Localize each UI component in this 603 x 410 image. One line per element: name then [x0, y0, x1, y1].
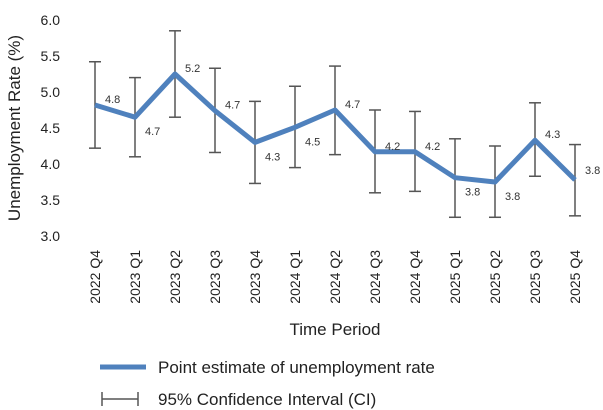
data-label: 4.7: [225, 100, 240, 112]
data-label: 3.8: [465, 187, 480, 199]
x-tick-label: 2025 Q3: [527, 250, 543, 304]
confidence-intervals: [89, 30, 581, 219]
ci-errorbar: [569, 143, 581, 217]
x-tick-label: 2023 Q1: [127, 250, 143, 304]
data-label: 4.3: [265, 151, 280, 163]
x-tick-label: 2024 Q4: [407, 250, 423, 304]
x-tick-label: 2024 Q1: [287, 250, 303, 304]
x-tick-label: 2025 Q4: [567, 250, 583, 304]
y-tick-label: 3.5: [41, 192, 61, 208]
x-tick-label: 2023 Q2: [167, 250, 183, 304]
y-axis-ticks: 3.0 3.5 4.0 4.5 5.0 5.5 6.0: [41, 12, 61, 244]
y-axis-title: Unemployment Rate (%): [5, 35, 24, 221]
x-axis-title: Time Period: [289, 320, 380, 339]
x-tick-label: 2024 Q3: [367, 250, 383, 304]
y-tick-label: 4.0: [41, 156, 61, 172]
x-tick-label: 2023 Q4: [247, 250, 263, 304]
data-label: 4.3: [545, 129, 560, 141]
x-tick-label: 2025 Q2: [487, 250, 503, 304]
legend-label-point-estimate: Point estimate of unemployment rate: [158, 358, 435, 377]
data-label: 3.8: [505, 191, 520, 203]
unemployment-line: [94, 71, 577, 185]
y-tick-label: 5.0: [41, 84, 61, 100]
data-label: 4.2: [385, 141, 400, 153]
x-tick-label: 2022 Q4: [87, 250, 103, 304]
y-tick-label: 4.5: [41, 120, 61, 136]
legend-label-ci: 95% Confidence Interval (CI): [158, 390, 376, 409]
x-tick-label: 2024 Q2: [327, 250, 343, 304]
data-label: 4.7: [345, 99, 360, 111]
y-tick-label: 5.5: [41, 48, 61, 64]
x-tick-label: 2023 Q3: [207, 250, 223, 304]
data-label: 4.7: [145, 126, 160, 138]
data-label: 4.8: [105, 94, 120, 106]
data-labels: 4.8 4.7 5.2 4.7 4.3 4.5 4.7 4.2 4.2 3.8 3.8 4.3 3.8: [105, 63, 600, 203]
x-tick-label: 2025 Q1: [447, 250, 463, 304]
data-label: 4.2: [425, 141, 440, 153]
data-label: 4.5: [305, 136, 320, 148]
data-label: 5.2: [185, 63, 200, 75]
legend: Point estimate of unemployment rate 95% …: [100, 358, 435, 409]
x-axis-ticks: 2022 Q4 2023 Q1 2023 Q2 2023 Q3 2023 Q4 2024 …: [87, 250, 583, 304]
data-label: 3.8: [585, 165, 600, 177]
legend-ci-swatch: [101, 392, 139, 406]
y-tick-label: 6.0: [41, 12, 61, 28]
y-tick-label: 3.0: [41, 228, 61, 244]
